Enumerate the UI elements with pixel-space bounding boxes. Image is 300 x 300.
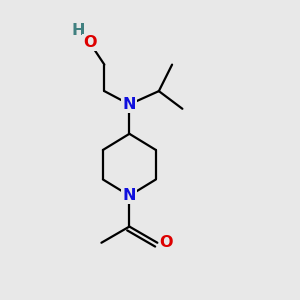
Text: N: N: [123, 97, 136, 112]
Text: O: O: [83, 35, 96, 50]
Text: O: O: [159, 235, 173, 250]
Text: N: N: [123, 188, 136, 203]
Text: H: H: [71, 23, 85, 38]
